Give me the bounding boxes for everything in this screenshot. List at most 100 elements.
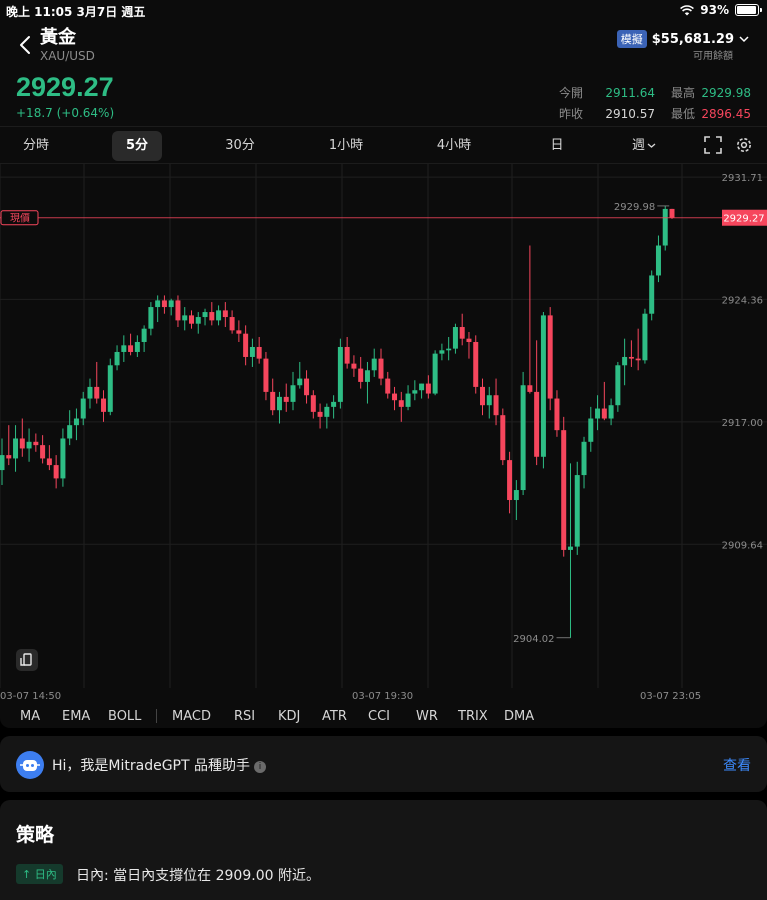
candle-body	[304, 378, 310, 396]
candle-body	[540, 315, 546, 457]
candle-body	[615, 365, 621, 406]
candle-body	[134, 341, 140, 352]
candle-body	[0, 455, 5, 471]
y-tick-label: 2909.64	[722, 540, 763, 551]
candle-body	[19, 438, 25, 449]
indicator-dma[interactable]: DMA	[504, 708, 535, 724]
gpt-assistant-card[interactable]: Hi，我是MitradeGPT 品種助手 i 查看	[0, 736, 767, 792]
indicator-trix[interactable]: TRIX	[458, 708, 488, 724]
balance-label: 可用餘額	[693, 51, 733, 62]
candle-body	[256, 346, 262, 359]
demo-badge: 模擬	[616, 30, 647, 48]
candle-body	[13, 438, 19, 459]
rotate-screen-icon[interactable]	[16, 649, 38, 671]
indicator-bar: MA EMA BOLL MACD RSI KDJ ATR CCI WR TRIX…	[0, 704, 767, 728]
candle-body	[73, 418, 79, 426]
tab-timeframe-week[interactable]: 週	[626, 131, 662, 161]
tab-timeframe-line[interactable]: 分時	[22, 138, 49, 153]
candle-body	[94, 386, 100, 399]
candle-body	[270, 391, 276, 411]
bot-glyph	[20, 760, 40, 771]
indicator-macd[interactable]: MACD	[172, 708, 211, 724]
candle-body	[513, 490, 519, 501]
candle-body	[324, 406, 330, 417]
candle-body	[432, 353, 438, 394]
status-time: 晚上 11:05 3月7日 週五	[6, 5, 146, 19]
candlestick-chart[interactable]: 2931.71 2924.36 2917.00 2909.64 03-07 14:50 0…	[0, 164, 767, 704]
prev-close-label: 昨收	[559, 107, 584, 121]
chevron-down-icon	[739, 36, 749, 43]
candle-body	[385, 378, 391, 394]
gpt-greeting: Hi，我是MitradeGPT 品種助手 i	[52, 755, 267, 775]
info-icon[interactable]: i	[254, 761, 267, 773]
candle-body	[622, 356, 628, 366]
current-price-tag-box	[0, 210, 39, 226]
indicator-boll[interactable]: BOLL	[108, 708, 142, 724]
candle-body	[452, 327, 458, 349]
candle-body	[297, 378, 303, 386]
candle-body	[364, 370, 370, 382]
candle-body	[209, 312, 215, 321]
indicator-wr[interactable]: WR	[416, 708, 438, 724]
gear-icon[interactable]	[735, 136, 753, 154]
tab-timeframe-day[interactable]: 日	[550, 138, 564, 153]
intraday-badge: ↑ 日內	[16, 864, 63, 884]
high-value: 2929.98	[701, 85, 751, 100]
min-annotation-label: 2904.02	[513, 634, 554, 645]
indicator-kdj[interactable]: KDJ	[278, 708, 301, 724]
price-chart[interactable]: 2931.71 2924.36 2917.00 2909.64 03-07 14:50 0…	[0, 164, 767, 704]
tab-timeframe-1h[interactable]: 1小時	[328, 138, 364, 153]
strategy-section: 策略 ↑ 日內 日內: 當日內支撐位在 2909.00 附近。	[0, 800, 767, 900]
fullscreen-icon[interactable]	[704, 136, 722, 154]
candle-body	[249, 346, 255, 357]
account-selector[interactable]: 模擬 $55,681.29	[616, 30, 749, 48]
candle-body	[412, 390, 418, 394]
candle-body	[222, 310, 228, 318]
y-tick-label: 2917.00	[722, 418, 763, 429]
prev-close-value: 2910.57	[605, 106, 655, 121]
instrument-symbol: XAU/USD	[40, 49, 95, 63]
candle-body	[351, 363, 357, 369]
tab-timeframe-5m[interactable]: 5分	[112, 131, 162, 161]
indicator-rsi[interactable]: RSI	[234, 708, 256, 724]
candle-body	[358, 368, 364, 382]
candle-body	[446, 348, 452, 351]
candle-body	[121, 345, 127, 352]
candle-body	[188, 315, 194, 324]
candle-body	[182, 315, 188, 321]
strategy-text: 日內: 當日內支撐位在 2909.00 附近。	[76, 868, 320, 884]
candle-body	[642, 313, 648, 361]
tab-timeframe-30m[interactable]: 30分	[225, 138, 255, 153]
indicator-ema[interactable]: EMA	[62, 708, 91, 724]
current-price-axis-box	[722, 209, 767, 226]
tab-timeframe-4h[interactable]: 4小時	[436, 138, 472, 153]
candle-body	[40, 445, 46, 459]
price-stats: 今開 2911.64 最高 2929.98 昨收 2910.57 最低 2896…	[559, 82, 751, 124]
chevron-left-icon[interactable]	[16, 34, 36, 56]
candle-body	[263, 358, 269, 392]
candle-body	[148, 307, 154, 329]
candle-body	[561, 430, 567, 550]
candle-body	[216, 310, 222, 321]
candle-body	[649, 275, 655, 314]
candle-body	[155, 300, 161, 308]
candle-body	[290, 385, 296, 402]
candle-body	[80, 398, 86, 419]
candle-body	[669, 208, 675, 218]
high-label: 最高	[670, 86, 695, 100]
current-price-axis-label: 2929.27	[723, 214, 764, 225]
max-annotation-label: 2929.98	[614, 202, 655, 213]
candle-body	[168, 300, 174, 308]
indicator-cci[interactable]: CCI	[368, 708, 390, 724]
indicator-atr[interactable]: ATR	[322, 708, 347, 724]
candle-body	[595, 408, 601, 419]
candle-body	[608, 405, 614, 419]
candle-body	[128, 345, 134, 352]
indicator-divider	[156, 709, 157, 723]
indicator-ma[interactable]: MA	[20, 708, 41, 724]
candle-body	[655, 245, 661, 276]
candle-body	[635, 358, 641, 361]
candle-body	[141, 328, 147, 342]
candle-body	[161, 300, 167, 308]
view-gpt-link[interactable]: 查看	[723, 758, 751, 774]
